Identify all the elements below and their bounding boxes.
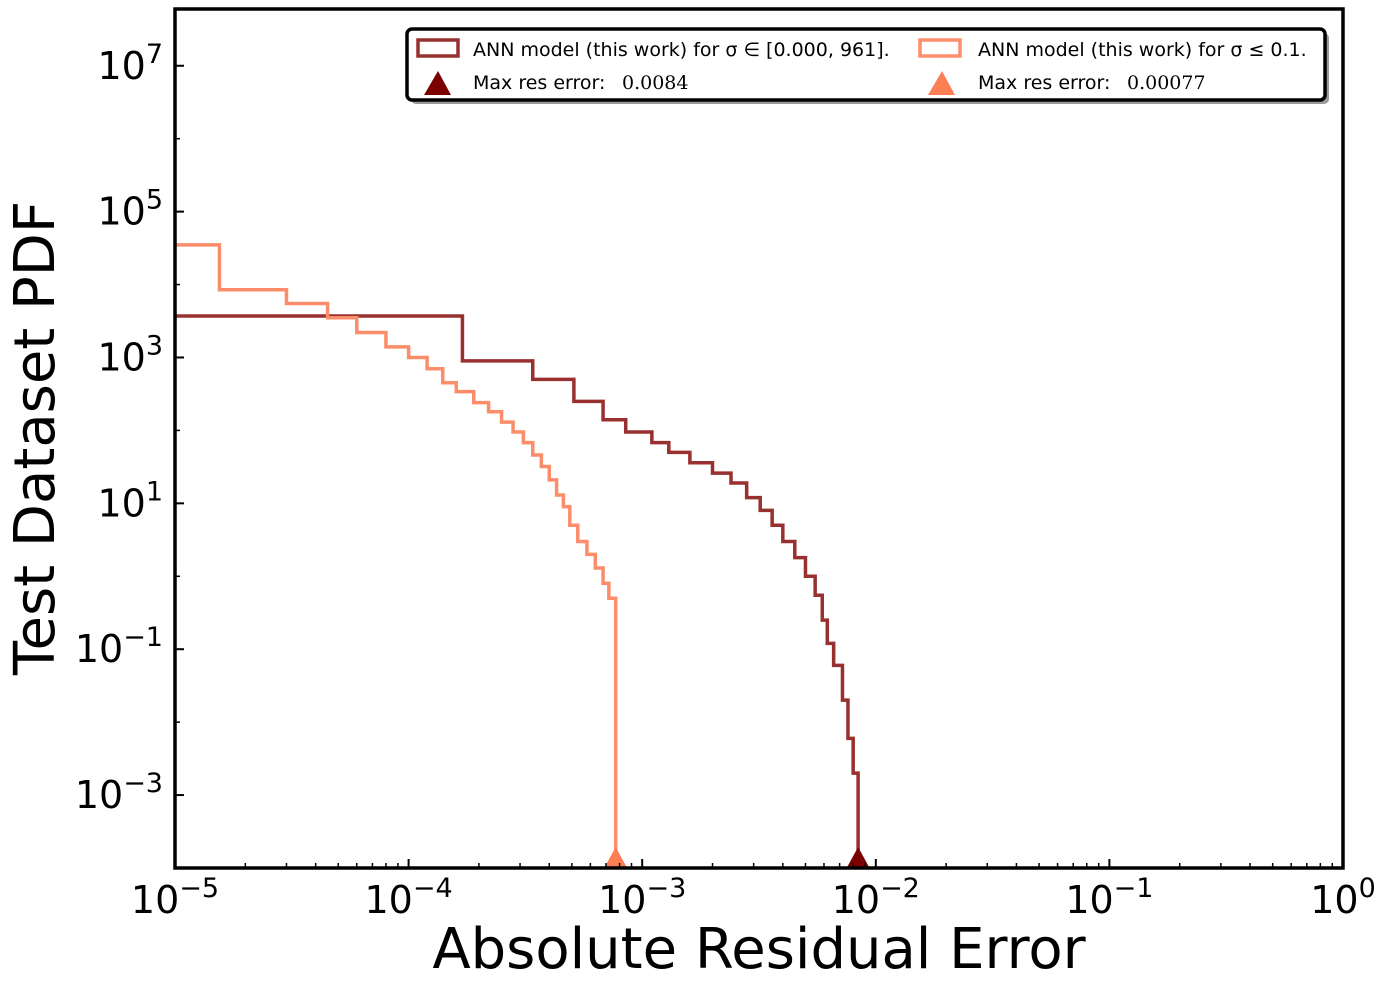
legend-marker-full-range-max xyxy=(424,71,451,95)
max-error-marker-low-sigma xyxy=(603,847,628,869)
legend-label-full-range: ANN model (this work) for σ ∈ [0.000, 96… xyxy=(473,39,890,61)
plot-frame xyxy=(173,7,1345,870)
legend-max-value-low-sigma: 0.00077 xyxy=(1127,72,1206,94)
legend-marker-low-sigma-max xyxy=(928,71,955,95)
legend-max-value-full-range: 0.0084 xyxy=(622,72,688,94)
y-axis-title: Test Dataset PDF xyxy=(3,201,68,676)
y-tick-label: 103 xyxy=(97,330,163,379)
y-tick-label: 10−1 xyxy=(75,622,163,671)
series-layer xyxy=(175,243,860,868)
x-tick-label: 10−3 xyxy=(598,873,686,922)
x-tick-label: 10−2 xyxy=(832,873,920,922)
x-tick-label: 10−5 xyxy=(131,873,219,922)
x-tick-label: 100 xyxy=(1310,873,1376,922)
y-tick-label: 107 xyxy=(97,39,163,88)
legend-swatch-low-sigma xyxy=(918,38,962,58)
legend-max-label-full-range: Max res error: xyxy=(473,72,605,94)
legend-swatch-full-range xyxy=(416,38,460,58)
marker-layer xyxy=(603,847,871,869)
x-axis-title: Absolute Residual Error xyxy=(432,917,1086,982)
y-tick-label: 105 xyxy=(97,185,163,234)
legend-box xyxy=(405,27,1327,102)
legend-label-low-sigma: ANN model (this work) for σ ≤ 0.1. xyxy=(978,39,1307,61)
y-tick-label: 10−3 xyxy=(75,768,163,817)
tick-layer xyxy=(174,64,1344,869)
legend-max-label-low-sigma: Max res error: xyxy=(978,72,1110,94)
legend: ANN model (this work) for σ ∈ [0.000, 96… xyxy=(405,27,1329,104)
series-full-range-step xyxy=(175,314,860,868)
x-tick-label: 10−1 xyxy=(1065,873,1153,922)
max-error-marker-full-range xyxy=(846,847,871,869)
y-tick-label: 101 xyxy=(97,476,163,525)
label-layer: 10−5 10−4 10−3 10−2 10−1 100 10−3 10−1 101 103 105… xyxy=(75,39,1376,922)
x-tick-label: 10−4 xyxy=(365,873,453,922)
series-low-sigma-step xyxy=(175,243,618,868)
